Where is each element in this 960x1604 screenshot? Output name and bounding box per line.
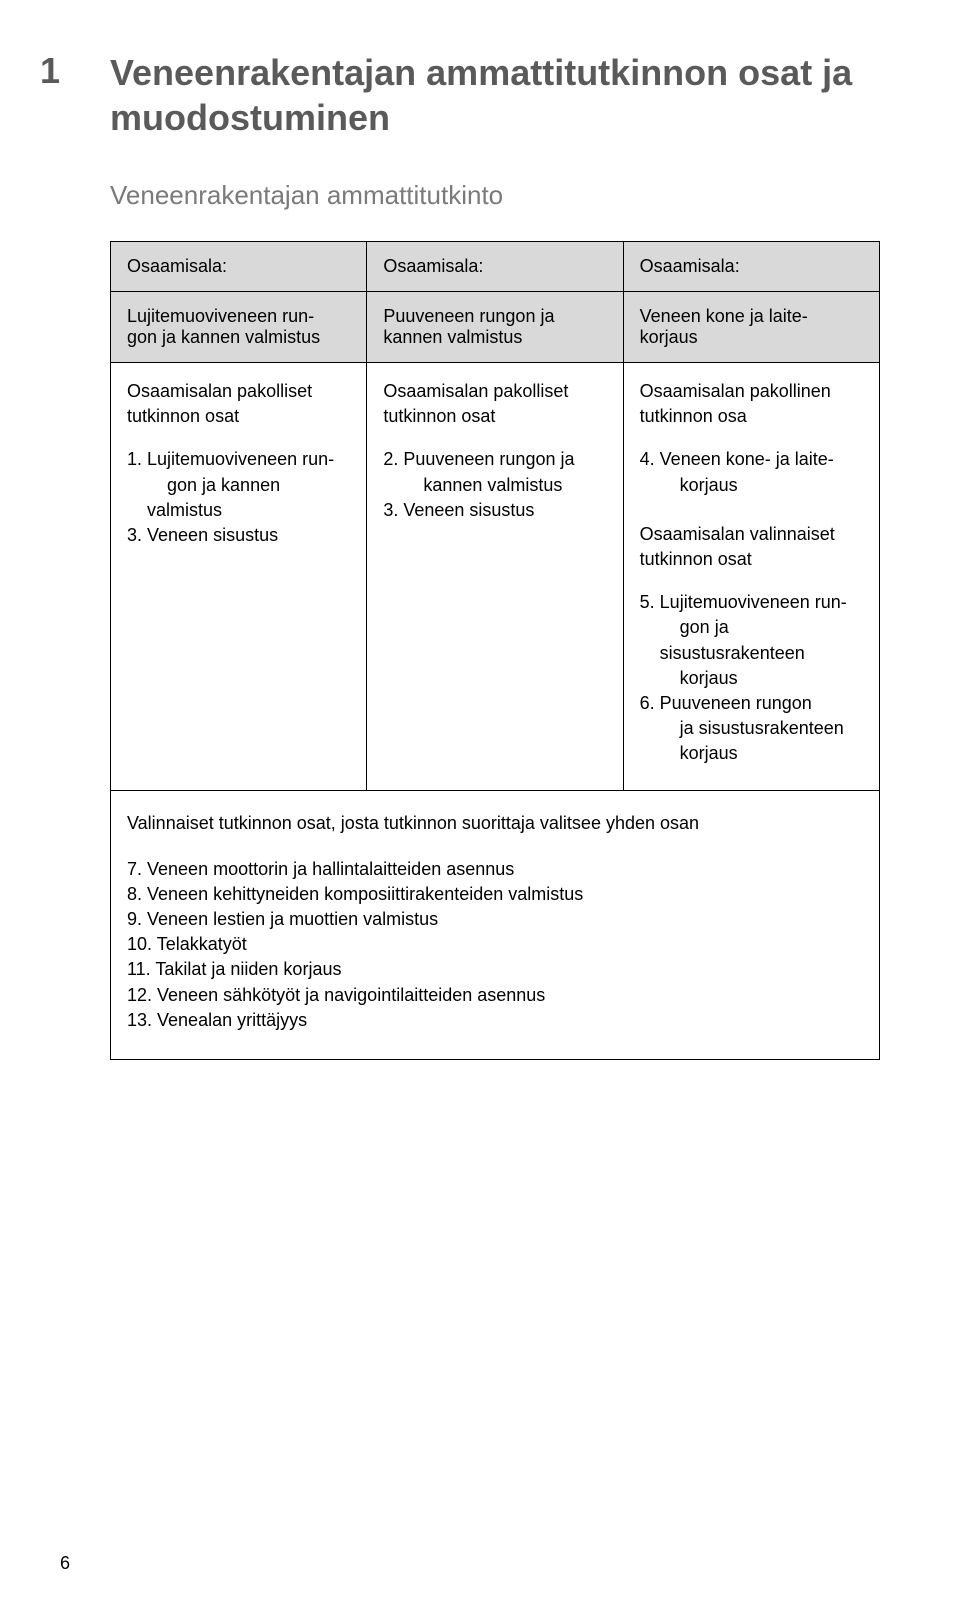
- text-line: ja sisustusrakenteen: [660, 718, 844, 738]
- text-line: gon ja kannen valmistus: [147, 475, 280, 520]
- text-line: Puuveneen rungon ja: [383, 306, 554, 326]
- list-item: 9. Veneen lestien ja muottien valmistus: [127, 907, 863, 932]
- list-item: 11. Takilat ja niiden korjaus: [127, 957, 863, 982]
- list-item: 12. Veneen sähkötyöt ja navigointilaitte…: [127, 983, 863, 1008]
- section-heading: Osaamisalan valinnaiset tutkinnon osat: [640, 522, 863, 572]
- text-line: gon ja kannen valmistus: [127, 327, 320, 347]
- text-line: Osaamisalan valinnaiset: [640, 524, 835, 544]
- header-cell-3: Osaamisala:: [623, 242, 879, 292]
- text-line: korjaus: [640, 327, 698, 347]
- text-line: kannen valmistus: [403, 475, 562, 495]
- section-heading: Osaamisalan pakollinen tutkinnon osa: [640, 379, 863, 429]
- section-heading: Osaamisalan pakolliset tutkinnon osat: [127, 379, 350, 429]
- bottom-list: 7. Veneen moottorin ja hallintalaitteide…: [127, 857, 863, 1033]
- title-line-1: Veneenrakentajan ammattitutkinnon osat j…: [110, 52, 852, 93]
- table-bottom-row: Valinnaiset tutkinnon osat, josta tutkin…: [111, 791, 880, 1060]
- text-line: korjaus: [660, 475, 738, 495]
- subtitle: Veneenrakentajan ammattitutkinto: [110, 180, 880, 211]
- list-item: 2. Puuveneen rungon ja kannen valmistus: [383, 447, 606, 497]
- list-item: 5. Lujitemuoviveneen run- gon ja sisustu…: [640, 590, 863, 691]
- text-line: korjaus: [660, 668, 738, 688]
- table-body-row: Osaamisalan pakolliset tutkinnon osat 1.…: [111, 363, 880, 791]
- text-line: Veneen kone ja laite-: [640, 306, 808, 326]
- title-line-2: muodostuminen: [110, 97, 390, 138]
- list-item: 4. Veneen kone- ja laite- korjaus: [640, 447, 863, 497]
- subheader-cell-1: Lujitemuoviveneen run- gon ja kannen val…: [111, 292, 367, 363]
- text-line: gon ja sisustusrakenteen: [660, 617, 805, 662]
- header-cell-1: Osaamisala:: [111, 242, 367, 292]
- inner-section: Osaamisalan valinnaiset tutkinnon osat 5…: [640, 522, 863, 767]
- list-item: 7. Veneen moottorin ja hallintalaitteide…: [127, 857, 863, 882]
- text-line: Lujitemuoviveneen run-: [127, 306, 314, 326]
- text-line: tutkinnon osat: [383, 406, 495, 426]
- list-item: 6. Puuveneen rungon ja sisustusrakenteen…: [640, 691, 863, 767]
- bottom-cell: Valinnaiset tutkinnon osat, josta tutkin…: [111, 791, 880, 1060]
- text-line: kannen valmistus: [383, 327, 522, 347]
- section-heading: Osaamisalan pakolliset tutkinnon osat: [383, 379, 606, 429]
- text-line: tutkinnon osat: [640, 549, 752, 569]
- page-number: 6: [60, 1553, 70, 1574]
- table-subheader-row: Lujitemuoviveneen run- gon ja kannen val…: [111, 292, 880, 363]
- body-cell-1: Osaamisalan pakolliset tutkinnon osat 1.…: [111, 363, 367, 791]
- list-item: 13. Venealan yrittäjyys: [127, 1008, 863, 1033]
- list-item: 3. Veneen sisustus: [127, 523, 350, 548]
- text-line: tutkinnon osat: [127, 406, 239, 426]
- text-line: korjaus: [660, 743, 738, 763]
- list-item: 10. Telakkatyöt: [127, 932, 863, 957]
- text-line: Osaamisalan pakollinen: [640, 381, 831, 401]
- body-cell-3: Osaamisalan pakollinen tutkinnon osa 4. …: [623, 363, 879, 791]
- table-header-row: Osaamisala: Osaamisala: Osaamisala:: [111, 242, 880, 292]
- text-line: 5. Lujitemuoviveneen run-: [640, 592, 847, 612]
- text-line: tutkinnon osa: [640, 406, 747, 426]
- list-item: 8. Veneen kehittyneiden komposiittiraken…: [127, 882, 863, 907]
- bottom-heading: Valinnaiset tutkinnon osat, josta tutkin…: [127, 811, 863, 836]
- list-item: 1. Lujitemuoviveneen run- gon ja kannen …: [127, 447, 350, 523]
- text-line: 6. Puuveneen rungon: [640, 693, 812, 713]
- page-title: Veneenrakentajan ammattitutkinnon osat j…: [110, 50, 880, 140]
- list-item: 3. Veneen sisustus: [383, 498, 606, 523]
- chapter-number: 1: [40, 50, 60, 92]
- subheader-cell-2: Puuveneen rungon ja kannen valmistus: [367, 292, 623, 363]
- body-cell-2: Osaamisalan pakolliset tutkinnon osat 2.…: [367, 363, 623, 791]
- structure-table: Osaamisala: Osaamisala: Osaamisala: Luji…: [110, 241, 880, 1060]
- text-line: Osaamisalan pakolliset: [127, 381, 312, 401]
- text-line: 2. Puuveneen rungon ja: [383, 449, 574, 469]
- subheader-cell-3: Veneen kone ja laite- korjaus: [623, 292, 879, 363]
- text-line: Osaamisalan pakolliset: [383, 381, 568, 401]
- header-cell-2: Osaamisala:: [367, 242, 623, 292]
- text-line: 4. Veneen kone- ja laite-: [640, 449, 834, 469]
- text-line: 1. Lujitemuoviveneen run-: [127, 449, 334, 469]
